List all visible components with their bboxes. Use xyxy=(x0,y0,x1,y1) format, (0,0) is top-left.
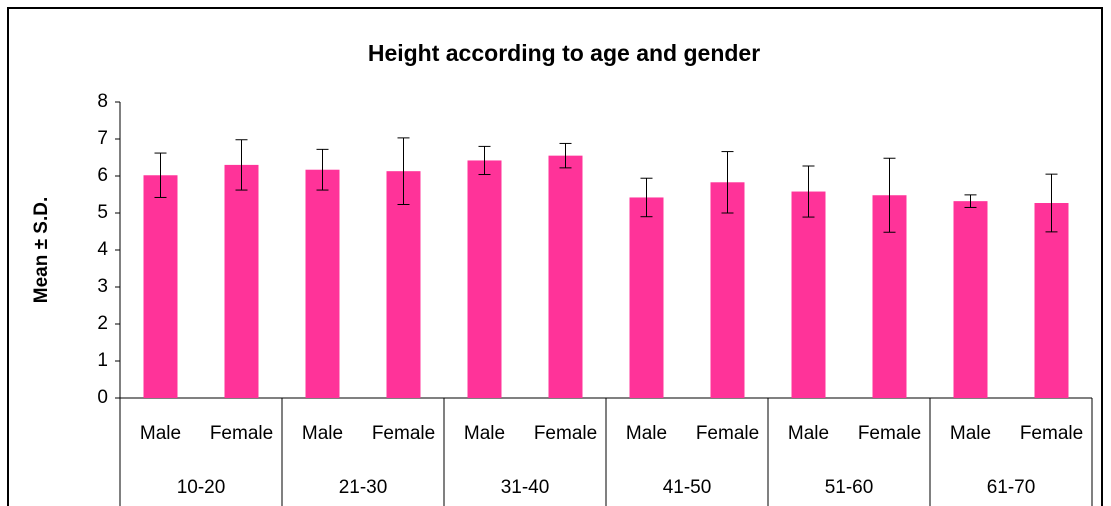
group-label: 61-70 xyxy=(987,477,1036,498)
y-axis-label: Mean ± S.D. xyxy=(31,197,52,304)
x-tick-label: Female xyxy=(372,423,435,444)
x-tick-label: Female xyxy=(858,423,921,444)
bar xyxy=(143,175,178,398)
chart-title: Height according to age and gender xyxy=(368,40,760,66)
group-label: 51-60 xyxy=(825,477,874,498)
bar xyxy=(386,171,421,398)
y-tick-label: 4 xyxy=(97,239,108,260)
group-label: 21-30 xyxy=(339,477,388,498)
x-tick-label: Male xyxy=(950,423,991,444)
x-tick-label: Male xyxy=(302,423,343,444)
x-tick-label: Male xyxy=(626,423,667,444)
x-tick-label: Male xyxy=(464,423,505,444)
bar xyxy=(548,155,583,398)
y-tick-label: 6 xyxy=(97,165,108,186)
y-tick-label: 2 xyxy=(97,313,108,334)
bar xyxy=(467,160,502,398)
x-tick-label: Female xyxy=(210,423,273,444)
bar xyxy=(953,201,988,398)
x-tick-label: Female xyxy=(534,423,597,444)
y-tick-label: 8 xyxy=(97,91,108,112)
x-tick-label: Male xyxy=(788,423,829,444)
x-tick-label: Male xyxy=(140,423,181,444)
bar xyxy=(629,197,664,398)
y-tick-label: 7 xyxy=(97,128,108,149)
bar xyxy=(305,169,340,398)
x-tick-label: Female xyxy=(696,423,759,444)
x-tick-label: Female xyxy=(1020,423,1083,444)
y-tick-label: 3 xyxy=(97,276,108,297)
bar xyxy=(710,182,745,398)
group-label: 41-50 xyxy=(663,477,712,498)
group-label: 10-20 xyxy=(177,477,226,498)
group-label: 31-40 xyxy=(501,477,550,498)
bar xyxy=(1034,203,1069,398)
y-tick-label: 1 xyxy=(97,350,108,371)
y-tick-label: 0 xyxy=(97,387,108,408)
bar xyxy=(791,191,826,398)
y-tick-label: 5 xyxy=(97,202,108,223)
bar xyxy=(224,164,259,398)
